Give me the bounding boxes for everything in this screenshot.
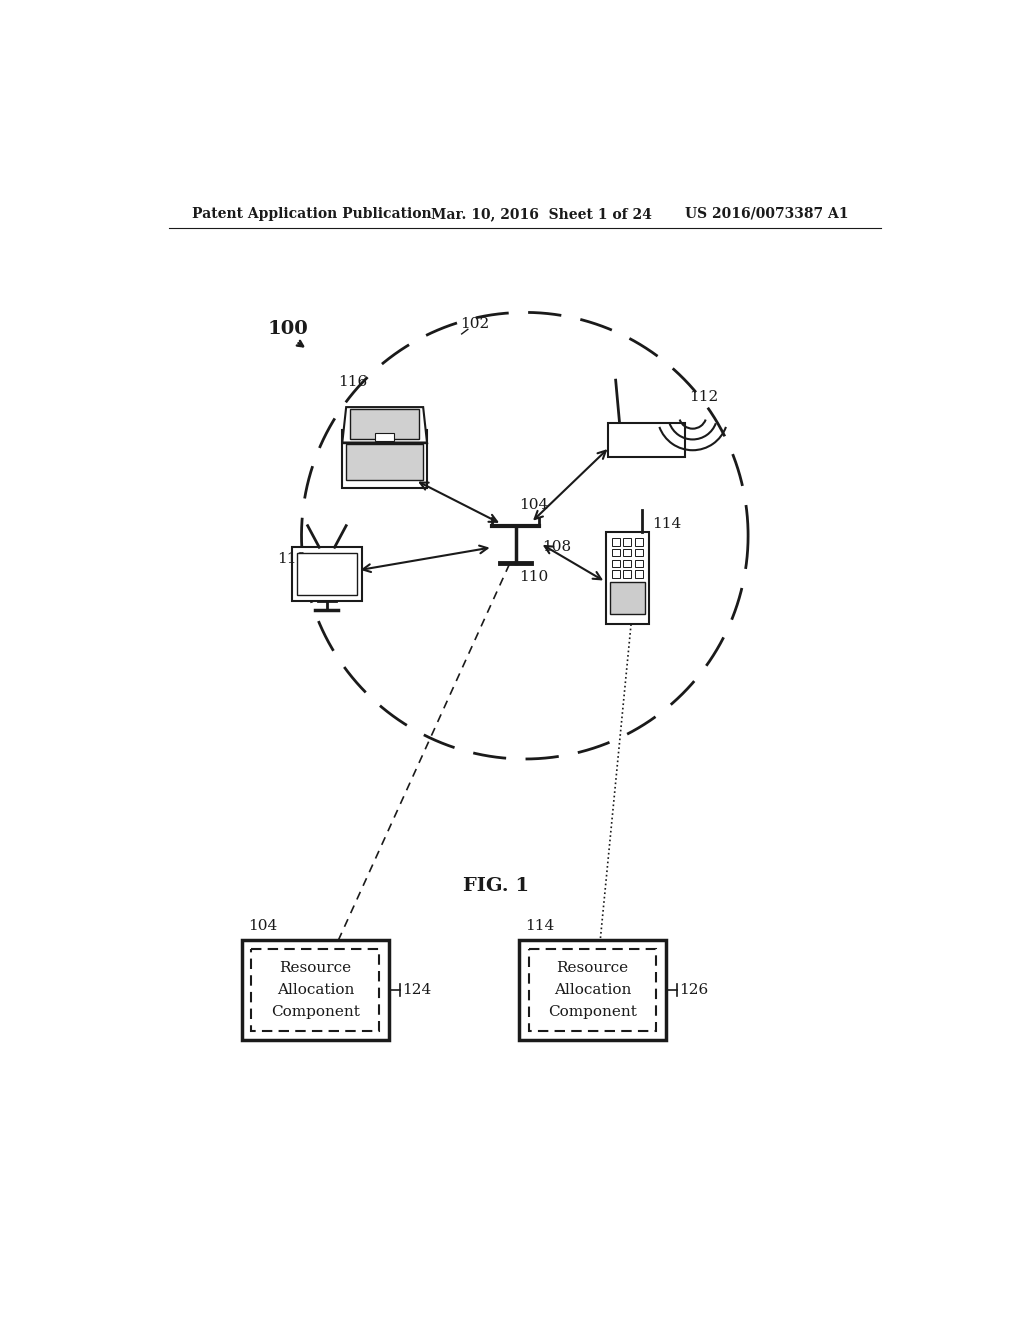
Bar <box>635 549 643 557</box>
Bar <box>342 430 427 488</box>
Polygon shape <box>342 407 427 442</box>
Bar <box>624 560 631 568</box>
Bar <box>610 582 645 614</box>
Bar <box>376 433 394 441</box>
Text: Patent Application Publication: Patent Application Publication <box>193 207 432 220</box>
Bar <box>611 549 620 557</box>
Bar <box>608 422 685 457</box>
Bar <box>611 539 620 545</box>
Bar <box>606 532 649 624</box>
Bar <box>519 940 666 1040</box>
Text: 104: 104 <box>519 498 549 512</box>
Bar <box>297 553 357 595</box>
Text: 102: 102 <box>460 317 489 331</box>
Bar <box>611 570 620 578</box>
Text: 116: 116 <box>339 375 368 388</box>
Bar <box>611 560 620 568</box>
Bar <box>635 570 643 578</box>
Text: Resource
Allocation
Component: Resource Allocation Component <box>548 961 637 1019</box>
Bar <box>243 940 388 1040</box>
Text: US 2016/0073387 A1: US 2016/0073387 A1 <box>685 207 849 220</box>
Text: 114: 114 <box>652 517 681 531</box>
Bar <box>624 539 631 545</box>
Text: 114: 114 <box>525 919 555 933</box>
Text: Resource
Allocation
Component: Resource Allocation Component <box>271 961 359 1019</box>
Bar <box>635 539 643 545</box>
Bar <box>624 570 631 578</box>
Bar <box>346 444 423 480</box>
Bar <box>528 949 656 1031</box>
Text: 112: 112 <box>689 391 718 404</box>
Bar <box>624 549 631 557</box>
Text: 126: 126 <box>680 983 709 997</box>
Text: 124: 124 <box>402 983 432 997</box>
Text: Mar. 10, 2016  Sheet 1 of 24: Mar. 10, 2016 Sheet 1 of 24 <box>431 207 651 220</box>
Bar <box>252 949 379 1031</box>
Text: FIG. 1: FIG. 1 <box>463 876 529 895</box>
Bar <box>292 548 361 601</box>
Text: 100: 100 <box>267 321 308 338</box>
Bar <box>635 560 643 568</box>
Text: 108: 108 <box>543 540 571 554</box>
Text: 118: 118 <box>276 552 306 566</box>
Text: 104: 104 <box>249 919 278 933</box>
Bar <box>350 409 419 438</box>
Text: 110: 110 <box>519 569 549 583</box>
